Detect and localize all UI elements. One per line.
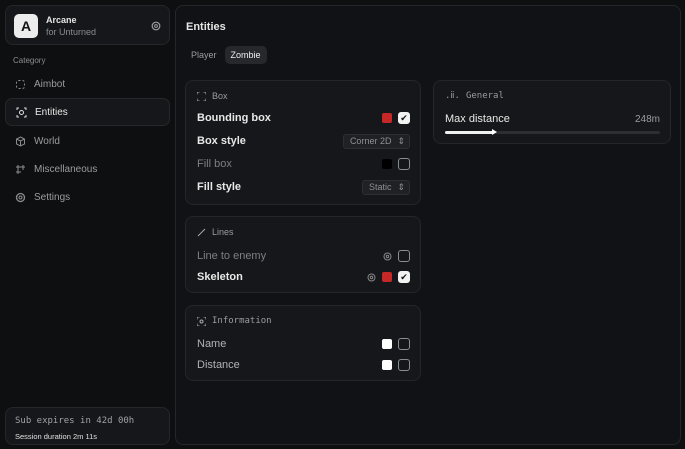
settings-icon[interactable] [151,21,161,31]
app-logo: A [14,14,38,38]
gear-icon[interactable] [367,273,376,282]
fill-box-row: Fill box [197,155,410,173]
color-swatch[interactable] [382,113,392,123]
app-name: Arcane [46,15,77,25]
info-icon [197,316,206,326]
fill-style-row: Fill style Static ⇕ [197,178,410,196]
cube-icon [16,135,25,147]
line-icon [197,228,206,236]
chevron-updown-icon: ⇕ [397,135,405,146]
box-card: Box Bounding box ✔ Box style Corner 2D ⇕ Fi… [185,80,421,205]
slider-handle[interactable] [492,129,498,135]
information-title: Information [212,316,272,326]
bounding-box-checkbox[interactable]: ✔ [398,112,410,124]
color-swatch[interactable] [382,159,392,169]
skeleton-checkbox[interactable]: ✔ [398,271,410,283]
general-icon: .ⅱ. [445,91,460,101]
session-duration: Session duration 2m 11s [15,432,97,441]
entities-icon [16,107,27,117]
box-title: Box [212,91,228,101]
grid-icon [16,164,25,174]
box-icon [197,91,206,101]
sidebar-item-world[interactable]: World [5,127,170,155]
name-checkbox[interactable] [398,338,410,350]
chevron-updown-icon: ⇕ [397,181,405,192]
gear-icon [15,192,26,202]
max-distance-row: Max distance 248m [445,113,660,125]
skeleton-row: Skeleton ✔ [197,268,410,286]
max-distance-slider[interactable] [445,129,660,135]
lines-title: Lines [212,227,234,237]
line-to-enemy-checkbox[interactable] [398,250,410,262]
app-header: A Arcane for Unturned [5,5,170,45]
tab-bar: Player Zombie [185,46,267,64]
subscription-card: Sub expires in 42d 00h Session duration … [5,407,170,445]
sidebar-item-miscellaneous[interactable]: Miscellaneous [5,155,170,183]
app-subtitle: for Unturned [46,27,97,37]
tab-player[interactable]: Player [191,50,217,60]
box-style-row: Box style Corner 2D ⇕ [197,132,410,150]
general-title: General [465,91,504,101]
distance-checkbox[interactable] [398,359,410,371]
slider-fill [445,129,498,135]
color-swatch[interactable] [382,339,392,349]
line-to-enemy-row: Line to enemy [197,247,410,265]
lines-card: Lines Line to enemy Skeleton ✔ [185,216,421,293]
gear-icon[interactable] [383,252,392,261]
box-style-select[interactable]: Corner 2D ⇕ [342,133,410,149]
bounding-box-row: Bounding box ✔ [197,109,410,127]
sub-expiry: Sub expires in 42d 00h [15,416,135,426]
sidebar-item-aimbot[interactable]: Aimbot [5,70,170,98]
sidebar-item-settings[interactable]: Settings [5,183,170,211]
name-row: Name [197,335,410,353]
fill-style-select[interactable]: Static ⇕ [361,179,410,195]
tab-zombie[interactable]: Zombie [224,46,267,64]
page-title: Entities [186,21,226,33]
crosshair-icon [16,79,25,89]
max-distance-value: 248m [634,113,660,125]
general-card: .ⅱ. General Max distance 248m [433,80,671,144]
fill-box-checkbox[interactable] [398,158,410,170]
color-swatch[interactable] [382,272,392,282]
color-swatch[interactable] [382,360,392,370]
information-card: Information Name Distance [185,305,421,381]
distance-row: Distance [197,356,410,374]
category-label: Category [13,56,46,65]
sidebar-item-entities[interactable]: Entities [5,98,170,126]
